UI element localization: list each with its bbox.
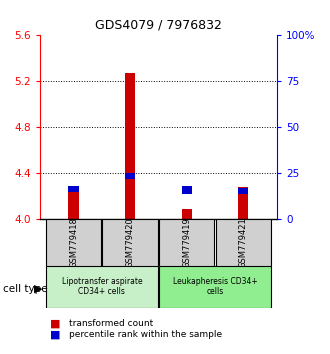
Text: GSM779421: GSM779421 (239, 217, 248, 268)
Bar (46, 219, 101, 266)
Bar (46, 266, 158, 308)
Text: ■: ■ (50, 319, 60, 329)
Title: GDS4079 / 7976832: GDS4079 / 7976832 (95, 18, 222, 32)
Bar (159, 219, 214, 266)
Bar (182, 209, 192, 219)
Text: ■: ■ (50, 330, 60, 339)
Bar (68, 187, 79, 219)
Bar (159, 266, 271, 308)
Bar (68, 185, 79, 192)
Text: ▶: ▶ (34, 284, 42, 293)
Text: GSM779419: GSM779419 (182, 217, 191, 268)
Text: percentile rank within the sample: percentile rank within the sample (69, 330, 222, 339)
Bar (182, 186, 192, 194)
Bar (102, 219, 158, 266)
Bar (238, 188, 248, 194)
Text: GSM779420: GSM779420 (126, 217, 135, 268)
Text: Leukapheresis CD34+
cells: Leukapheresis CD34+ cells (173, 277, 257, 296)
Bar (125, 173, 135, 179)
Bar (215, 219, 271, 266)
Bar (238, 187, 248, 219)
Text: GSM779418: GSM779418 (69, 217, 78, 268)
Text: transformed count: transformed count (69, 319, 153, 329)
Text: cell type: cell type (3, 284, 48, 293)
Text: Lipotransfer aspirate
CD34+ cells: Lipotransfer aspirate CD34+ cells (61, 277, 142, 296)
Bar (125, 73, 135, 219)
